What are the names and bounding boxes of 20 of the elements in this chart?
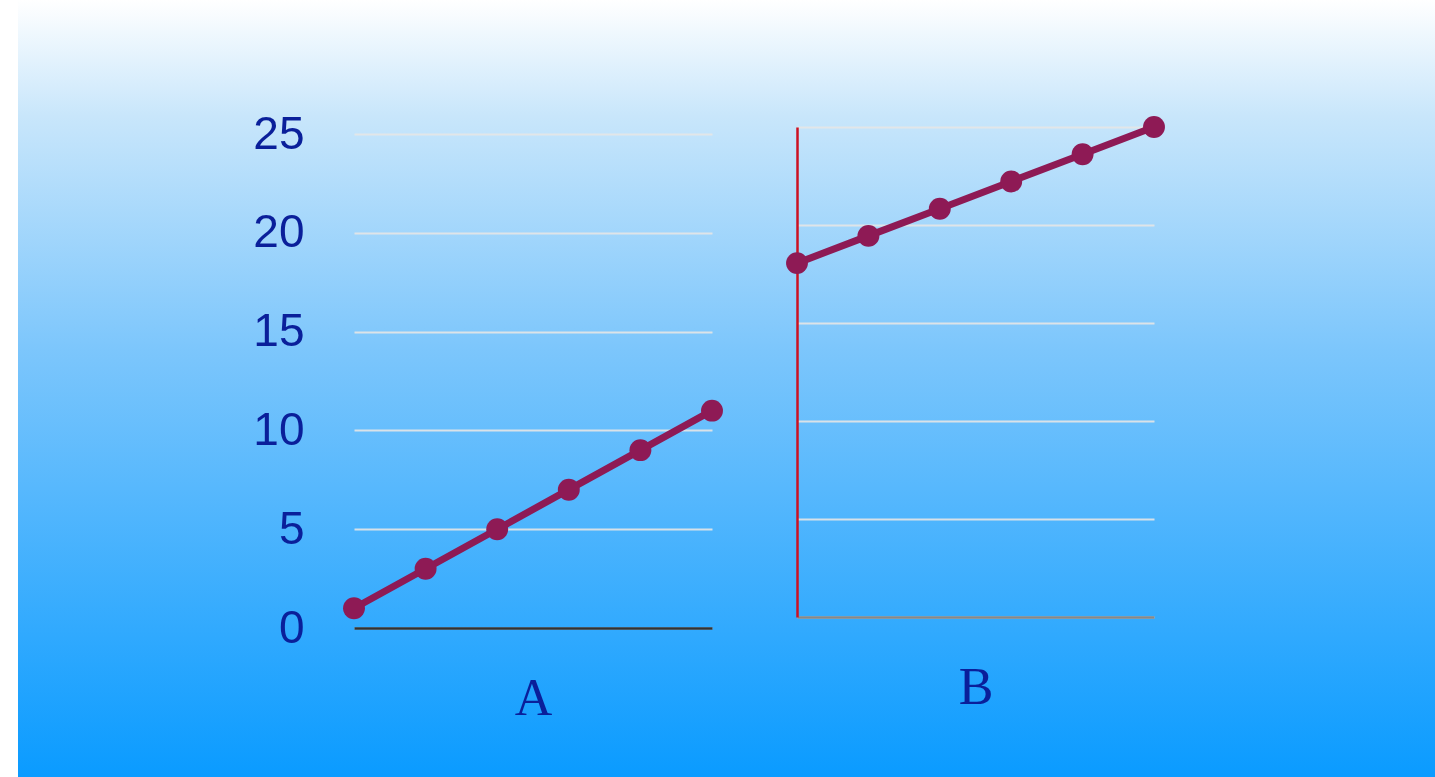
point xyxy=(486,518,509,541)
point xyxy=(629,439,652,462)
y-tick-label: 5 xyxy=(278,501,305,554)
y-tick-label: 0 xyxy=(278,600,305,653)
point xyxy=(1000,170,1023,193)
point xyxy=(343,597,365,620)
y-tick-label: 10 xyxy=(253,402,305,455)
point xyxy=(857,224,880,247)
point xyxy=(786,252,808,275)
x-axis-title: A xyxy=(514,668,553,726)
y-tick-label: 15 xyxy=(253,304,305,357)
point xyxy=(557,478,580,501)
point xyxy=(928,197,951,220)
point xyxy=(701,399,723,422)
point xyxy=(1143,116,1165,138)
point xyxy=(1071,143,1094,166)
x-axis-title: B xyxy=(958,657,994,715)
point xyxy=(414,557,437,580)
y-tick-label: 20 xyxy=(253,205,305,258)
y-tick-label: 25 xyxy=(253,106,305,159)
